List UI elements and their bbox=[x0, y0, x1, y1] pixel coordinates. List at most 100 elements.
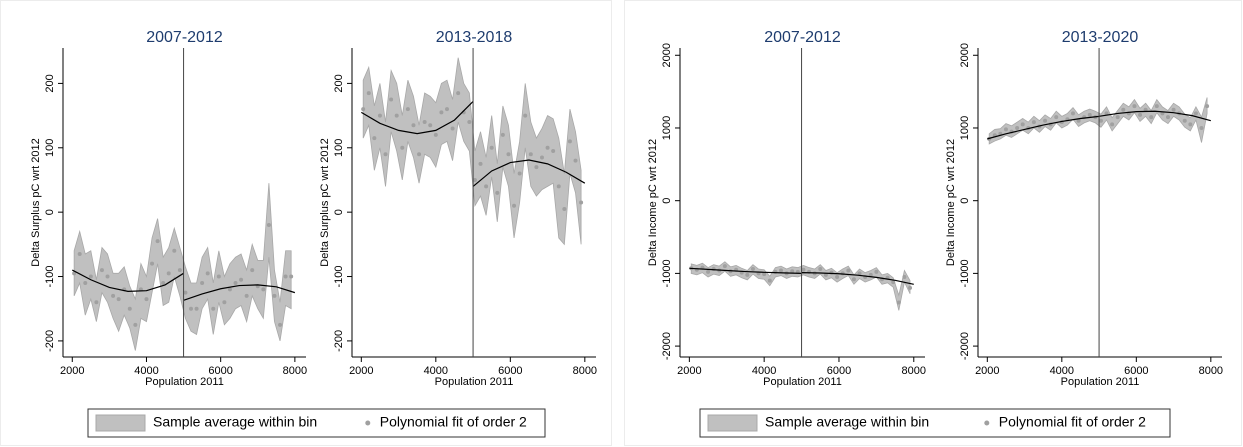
bin-point bbox=[908, 285, 913, 290]
y-tick-label: 0 bbox=[44, 209, 56, 215]
bin-point bbox=[1188, 122, 1193, 127]
y-tick-label: -1000 bbox=[959, 259, 971, 287]
y-axis-label: Delta Surplus pC wrt 2012 bbox=[30, 138, 42, 266]
bin-point bbox=[1076, 118, 1081, 123]
bin-point bbox=[1015, 125, 1020, 130]
bin-point bbox=[556, 184, 561, 189]
x-tick-label: 2000 bbox=[60, 365, 84, 377]
bin-point bbox=[706, 269, 711, 274]
bin-point bbox=[422, 120, 427, 125]
bin-point bbox=[444, 107, 449, 112]
bin-point bbox=[874, 269, 879, 274]
x-tick-label: 8000 bbox=[1199, 365, 1223, 377]
bin-point bbox=[383, 152, 388, 157]
bin-point bbox=[133, 322, 138, 327]
bin-point bbox=[778, 268, 783, 273]
x-tick-label: 4000 bbox=[134, 365, 158, 377]
bin-point bbox=[239, 277, 244, 282]
x-tick-label: 4000 bbox=[752, 365, 776, 377]
bin-point bbox=[1143, 107, 1148, 112]
bin-point bbox=[1132, 104, 1137, 109]
bin-point bbox=[902, 275, 907, 280]
bin-point bbox=[534, 165, 539, 170]
y-tick-label: -200 bbox=[333, 330, 345, 352]
x-tick-label: 2000 bbox=[349, 365, 373, 377]
bin-point bbox=[417, 152, 422, 157]
bin-point bbox=[83, 280, 88, 285]
bin-point bbox=[366, 91, 371, 96]
chart-title: 2007-2012 bbox=[764, 29, 841, 46]
bin-point bbox=[1182, 118, 1187, 123]
bin-point bbox=[450, 126, 455, 131]
y-axis-label: Delta Surplus pC wrt 2012 bbox=[319, 138, 331, 266]
x-tick-label: 2000 bbox=[677, 365, 701, 377]
y-tick-label: -100 bbox=[44, 266, 56, 288]
bin-point bbox=[1171, 107, 1176, 112]
bin-point bbox=[99, 268, 104, 273]
bin-point bbox=[244, 293, 249, 298]
bin-point bbox=[545, 145, 550, 150]
bin-point bbox=[467, 120, 472, 125]
x-tick-label: 8000 bbox=[573, 365, 597, 377]
bin-point bbox=[77, 252, 82, 256]
y-tick-label: 100 bbox=[333, 139, 345, 157]
bin-point bbox=[579, 200, 584, 205]
fit-line bbox=[361, 101, 586, 187]
y-tick-label: -2000 bbox=[661, 332, 673, 360]
right-figure-frame bbox=[624, 0, 1242, 446]
y-axis-label: Delta Income pC wrt 2012 bbox=[647, 139, 659, 266]
legend-box bbox=[87, 408, 546, 438]
fit-line bbox=[71, 269, 296, 301]
bin-point bbox=[1087, 112, 1092, 117]
legend-swatch bbox=[365, 420, 371, 426]
x-tick-label: 4000 bbox=[424, 365, 448, 377]
y-axis-label: Delta Income pC wrt 2012 bbox=[945, 139, 957, 266]
bin-point bbox=[722, 264, 727, 269]
y-tick-label: -2000 bbox=[959, 332, 971, 360]
bin-point bbox=[767, 278, 772, 283]
bin-point bbox=[177, 268, 182, 273]
bin-point bbox=[562, 206, 567, 211]
bin-point bbox=[439, 110, 444, 115]
legend-label: Polynomial fit of order 2 bbox=[999, 414, 1146, 430]
bin-point bbox=[573, 158, 578, 163]
y-tick-label: 0 bbox=[959, 198, 971, 204]
bin-point bbox=[94, 300, 99, 305]
bin-point bbox=[200, 280, 205, 285]
bin-point bbox=[88, 274, 93, 279]
bin-point bbox=[1165, 115, 1170, 120]
bin-point bbox=[233, 280, 238, 285]
bin-point bbox=[506, 152, 511, 157]
legend-swatch bbox=[707, 414, 758, 432]
bin-point bbox=[750, 267, 755, 272]
bin-point bbox=[205, 271, 210, 276]
bin-point bbox=[194, 306, 199, 311]
y-tick-label: 1000 bbox=[661, 116, 673, 140]
bin-point bbox=[261, 287, 266, 292]
bin-point bbox=[183, 290, 188, 295]
x-axis-label: Population 2011 bbox=[145, 376, 224, 388]
bin-point bbox=[846, 268, 851, 273]
bin-point bbox=[484, 184, 489, 189]
fit-line bbox=[987, 110, 1211, 140]
bin-point bbox=[266, 223, 271, 228]
bin-point bbox=[411, 123, 416, 128]
bin-point bbox=[1121, 107, 1126, 112]
bin-point bbox=[1199, 125, 1204, 130]
x-tick-label: 6000 bbox=[1124, 365, 1148, 377]
legend-box bbox=[699, 408, 1171, 438]
bin-point bbox=[456, 91, 461, 96]
bin-point bbox=[405, 107, 410, 112]
bin-point bbox=[1070, 111, 1075, 116]
bin-point bbox=[372, 136, 377, 141]
y-tick-label: 0 bbox=[661, 198, 673, 204]
bin-point bbox=[283, 274, 288, 279]
bin-point bbox=[1154, 104, 1159, 109]
bin-point bbox=[377, 113, 382, 118]
bin-point bbox=[161, 280, 166, 285]
bin-point bbox=[472, 177, 477, 182]
x-axis-label: Population 2011 bbox=[435, 376, 514, 388]
legend-swatch bbox=[984, 420, 990, 426]
bin-point bbox=[762, 272, 767, 277]
bin-point bbox=[489, 145, 494, 150]
